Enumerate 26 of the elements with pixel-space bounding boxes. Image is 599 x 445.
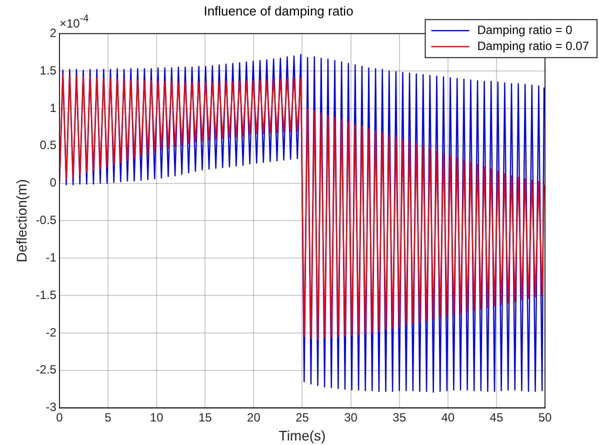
x-tick-label: 25 (296, 410, 310, 424)
y-tick-label: 1.5 (40, 63, 57, 78)
x-tick-label: 40 (441, 410, 455, 424)
legend-label: Damping ratio = 0 (477, 22, 573, 37)
x-tick-label: 35 (392, 410, 406, 424)
y-tick-label: 1 (50, 100, 57, 115)
x-tick-label: 5 (104, 410, 112, 424)
x-tick-label: 10 (150, 410, 164, 424)
x-tick-label: 45 (490, 410, 504, 424)
y-tick-label: -2.5 (36, 362, 57, 377)
y-tick-label: -1 (46, 250, 57, 264)
x-axis-title: Time(s) (278, 427, 326, 444)
x-tick-label: 30 (344, 410, 358, 424)
x-tick-label: 15 (198, 410, 212, 424)
y-tick-label: -3 (46, 400, 57, 414)
x-tick-label: 20 (247, 410, 261, 424)
y-tick-label: -1.5 (36, 288, 57, 302)
y-axis-title: Deflection(m) (13, 179, 30, 262)
y-tick-label: 0 (50, 176, 57, 190)
y-tick-label: 2 (50, 26, 57, 40)
y-tick-label: -2 (46, 325, 57, 340)
y-tick-label: 0.5 (40, 138, 57, 152)
legend-label: Damping ratio = 0.07 (477, 38, 590, 53)
chart-title: Influence of damping ratio (204, 3, 354, 18)
x-tick-label: 50 (538, 410, 552, 424)
y-tick-label: -0.5 (36, 213, 57, 228)
